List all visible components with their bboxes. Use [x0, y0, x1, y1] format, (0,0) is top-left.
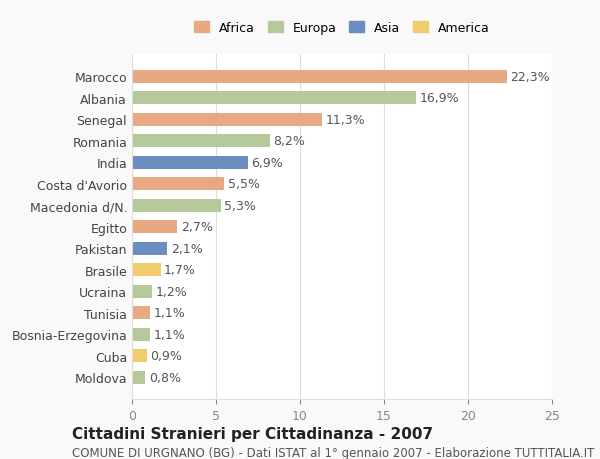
Text: COMUNE DI URGNANO (BG) - Dati ISTAT al 1° gennaio 2007 - Elaborazione TUTTITALIA: COMUNE DI URGNANO (BG) - Dati ISTAT al 1… [72, 446, 595, 459]
Text: Cittadini Stranieri per Cittadinanza - 2007: Cittadini Stranieri per Cittadinanza - 2… [72, 425, 433, 441]
Bar [132, 307, 151, 319]
Text: 5,5%: 5,5% [228, 178, 260, 191]
Bar [132, 263, 161, 276]
Bar [132, 349, 147, 362]
Bar [132, 221, 178, 234]
Text: 1,1%: 1,1% [154, 328, 185, 341]
Text: 5,3%: 5,3% [224, 199, 256, 212]
Text: 0,9%: 0,9% [151, 349, 182, 362]
Bar [132, 242, 167, 255]
Legend: Africa, Europa, Asia, America: Africa, Europa, Asia, America [190, 17, 494, 39]
Text: 1,2%: 1,2% [155, 285, 187, 298]
Text: 8,2%: 8,2% [273, 135, 305, 148]
Bar [132, 92, 416, 105]
Bar [132, 285, 152, 298]
Bar [132, 71, 506, 84]
Text: 6,9%: 6,9% [251, 157, 283, 169]
Bar [132, 178, 224, 191]
Text: 0,8%: 0,8% [149, 371, 181, 384]
Text: 1,7%: 1,7% [164, 263, 196, 277]
Bar [132, 113, 322, 127]
Bar [132, 199, 221, 212]
Text: 22,3%: 22,3% [510, 71, 550, 84]
Bar [132, 371, 145, 384]
Text: 16,9%: 16,9% [419, 92, 459, 105]
Text: 2,7%: 2,7% [181, 221, 212, 234]
Text: 2,1%: 2,1% [170, 242, 202, 255]
Text: 11,3%: 11,3% [325, 113, 365, 127]
Bar [132, 328, 151, 341]
Bar [132, 135, 270, 148]
Bar [132, 157, 248, 169]
Text: 1,1%: 1,1% [154, 307, 185, 319]
